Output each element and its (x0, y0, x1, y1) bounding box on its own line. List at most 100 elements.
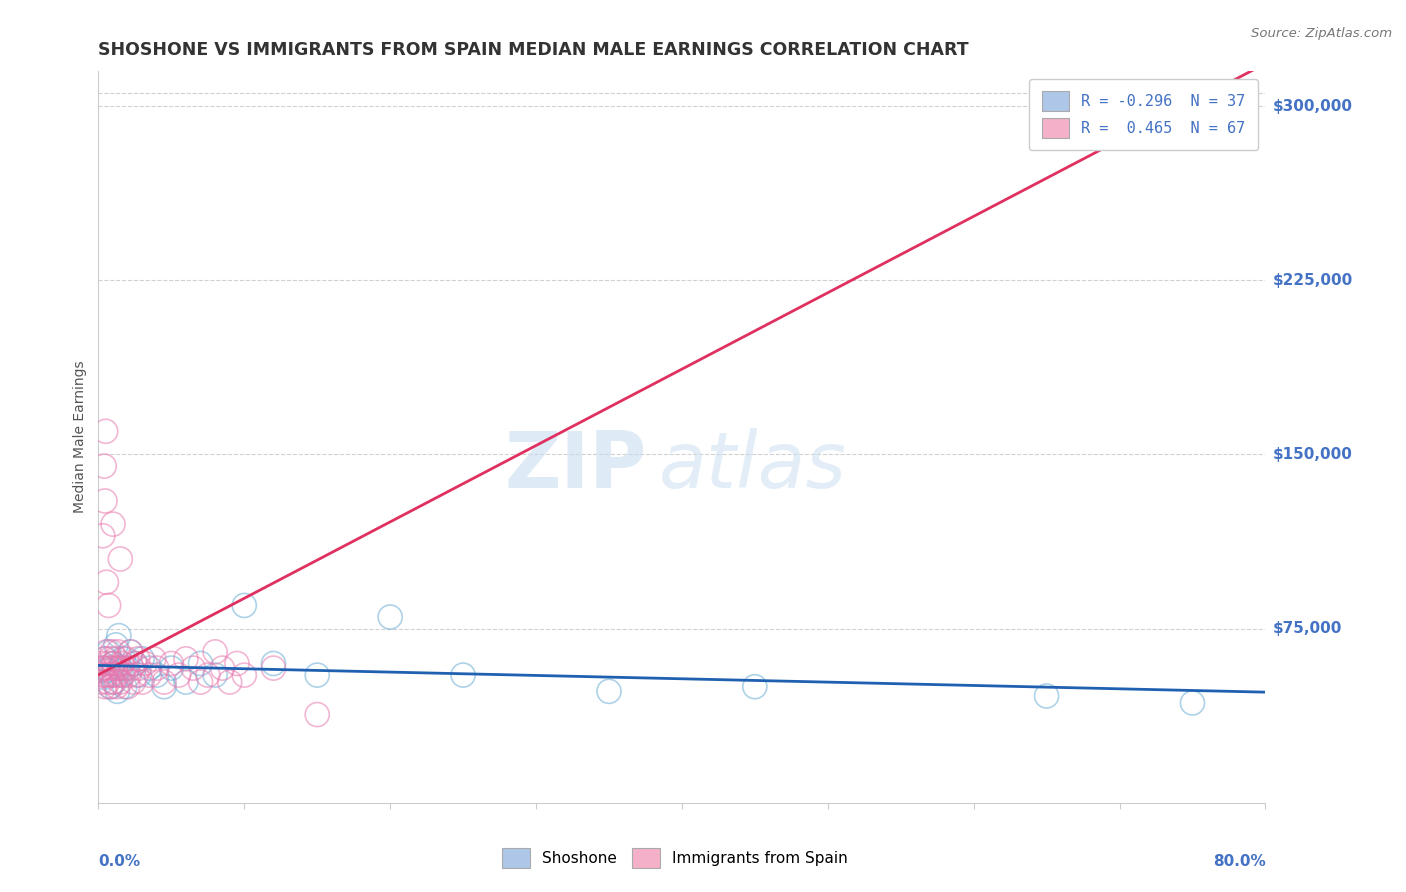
Point (190, 657, 212, 671)
Point (105, 684, 128, 698)
Point (127, 652, 149, 666)
Point (111, 668, 134, 682)
Point (100, 668, 122, 682)
Text: SHOSHONE VS IMMIGRANTS FROM SPAIN MEDIAN MALE EARNINGS CORRELATION CHART: SHOSHONE VS IMMIGRANTS FROM SPAIN MEDIAN… (98, 41, 969, 59)
Text: Source: ZipAtlas.com: Source: ZipAtlas.com (1251, 27, 1392, 40)
Point (98, 652, 121, 666)
Point (97, 657, 120, 671)
Point (598, 684, 620, 698)
Point (104, 652, 127, 666)
Point (101, 675, 124, 690)
Point (134, 657, 156, 671)
Point (91, 668, 114, 682)
Point (105, 680, 128, 694)
Point (112, 668, 135, 682)
Point (110, 661, 132, 675)
Point (100, 661, 122, 675)
Text: $225,000: $225,000 (1272, 273, 1353, 288)
Point (103, 668, 125, 682)
Point (98, 680, 121, 694)
Point (97, 645, 120, 659)
Point (174, 652, 197, 666)
Point (262, 661, 284, 675)
Point (94, 424, 117, 438)
Point (117, 661, 139, 675)
Point (307, 707, 329, 722)
Legend: Shoshone, Immigrants from Spain: Shoshone, Immigrants from Spain (489, 836, 860, 880)
Point (111, 657, 134, 671)
Point (118, 668, 141, 682)
Point (104, 661, 127, 675)
Point (124, 657, 146, 671)
Point (233, 599, 256, 613)
Point (93, 670, 115, 684)
Point (103, 657, 125, 671)
Point (90, 675, 112, 690)
Point (94, 680, 117, 694)
Point (104, 638, 127, 652)
Point (96, 645, 118, 659)
Point (204, 645, 226, 659)
Point (226, 657, 249, 671)
Point (117, 680, 139, 694)
Point (101, 645, 124, 659)
Point (98, 668, 121, 682)
Point (131, 652, 153, 666)
Point (167, 668, 190, 682)
Point (204, 668, 226, 682)
Point (128, 668, 150, 682)
Point (160, 657, 183, 671)
Point (96, 661, 118, 675)
Point (181, 661, 204, 675)
Point (120, 645, 142, 659)
Point (146, 661, 169, 675)
Point (160, 661, 183, 675)
Point (744, 680, 766, 694)
Point (122, 675, 145, 690)
Point (307, 668, 329, 682)
Point (93, 459, 115, 474)
Point (153, 680, 176, 694)
Point (108, 629, 131, 643)
Point (121, 661, 143, 675)
Point (101, 517, 124, 532)
Point (125, 668, 148, 682)
Point (101, 657, 124, 671)
Point (97, 599, 120, 613)
Point (190, 675, 212, 690)
Point (94, 494, 117, 508)
Point (451, 668, 474, 682)
Point (1181, 696, 1204, 710)
Point (94, 652, 117, 666)
Point (93, 661, 115, 675)
Text: 80.0%: 80.0% (1212, 854, 1265, 869)
Point (103, 675, 125, 690)
Point (1035, 689, 1057, 703)
Point (262, 657, 284, 671)
Point (110, 552, 132, 566)
Text: $300,000: $300,000 (1272, 99, 1353, 113)
Point (107, 645, 129, 659)
Point (112, 652, 135, 666)
Point (96, 575, 118, 590)
Point (128, 661, 150, 675)
Point (108, 661, 131, 675)
Point (91, 529, 114, 543)
Point (90, 664, 112, 678)
Point (91, 661, 114, 675)
Point (91, 657, 114, 671)
Point (94, 668, 117, 682)
Point (114, 661, 136, 675)
Point (138, 668, 160, 682)
Legend: R = -0.296  N = 37, R =  0.465  N = 67: R = -0.296 N = 37, R = 0.465 N = 67 (1029, 79, 1258, 151)
Text: atlas: atlas (658, 428, 846, 504)
Point (197, 668, 219, 682)
Point (153, 675, 176, 690)
Text: ZIP: ZIP (505, 428, 647, 504)
Point (114, 680, 136, 694)
Text: $75,000: $75,000 (1272, 621, 1341, 636)
Point (96, 664, 118, 678)
Point (138, 661, 160, 675)
Text: $150,000: $150,000 (1272, 447, 1353, 462)
Point (233, 668, 256, 682)
